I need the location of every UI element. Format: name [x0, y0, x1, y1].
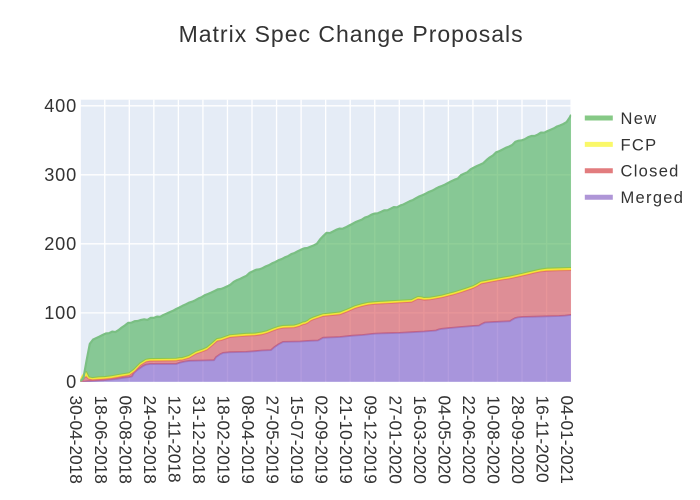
svg-text:30-04-2018: 30-04-2018	[66, 396, 86, 484]
svg-text:06-08-2018: 06-08-2018	[115, 396, 135, 484]
svg-text:16-03-2020: 16-03-2020	[410, 396, 430, 484]
svg-text:21-10-2019: 21-10-2019	[336, 396, 356, 484]
svg-text:100: 100	[44, 303, 77, 323]
svg-text:12-11-2018: 12-11-2018	[164, 396, 184, 483]
svg-text:08-04-2019: 08-04-2019	[238, 396, 258, 484]
svg-text:31-12-2018: 31-12-2018	[189, 396, 209, 484]
svg-text:22-06-2020: 22-06-2020	[459, 396, 479, 484]
svg-text:18-06-2018: 18-06-2018	[91, 396, 111, 484]
svg-text:27-05-2019: 27-05-2019	[263, 396, 283, 484]
svg-text:02-09-2019: 02-09-2019	[312, 396, 332, 484]
svg-text:10-08-2020: 10-08-2020	[483, 396, 503, 484]
svg-text:24-09-2018: 24-09-2018	[140, 396, 160, 484]
svg-text:04-05-2020: 04-05-2020	[434, 396, 454, 484]
svg-text:16-11-2020: 16-11-2020	[533, 396, 553, 483]
svg-text:27-01-2020: 27-01-2020	[385, 396, 405, 484]
svg-text:15-07-2019: 15-07-2019	[287, 396, 307, 484]
svg-text:Merged: Merged	[621, 189, 685, 207]
svg-text:18-02-2019: 18-02-2019	[213, 396, 233, 484]
svg-text:Matrix Spec Change Proposals: Matrix Spec Change Proposals	[179, 21, 524, 47]
svg-text:28-09-2020: 28-09-2020	[508, 396, 528, 484]
svg-text:300: 300	[44, 165, 77, 185]
svg-text:04-01-2021: 04-01-2021	[557, 396, 577, 484]
svg-text:New: New	[621, 110, 658, 128]
svg-text:0: 0	[66, 372, 77, 392]
svg-text:200: 200	[44, 234, 77, 254]
svg-text:400: 400	[44, 96, 77, 116]
svg-text:FCP: FCP	[621, 136, 658, 154]
svg-text:Closed: Closed	[621, 163, 680, 181]
svg-text:09-12-2019: 09-12-2019	[361, 396, 381, 484]
